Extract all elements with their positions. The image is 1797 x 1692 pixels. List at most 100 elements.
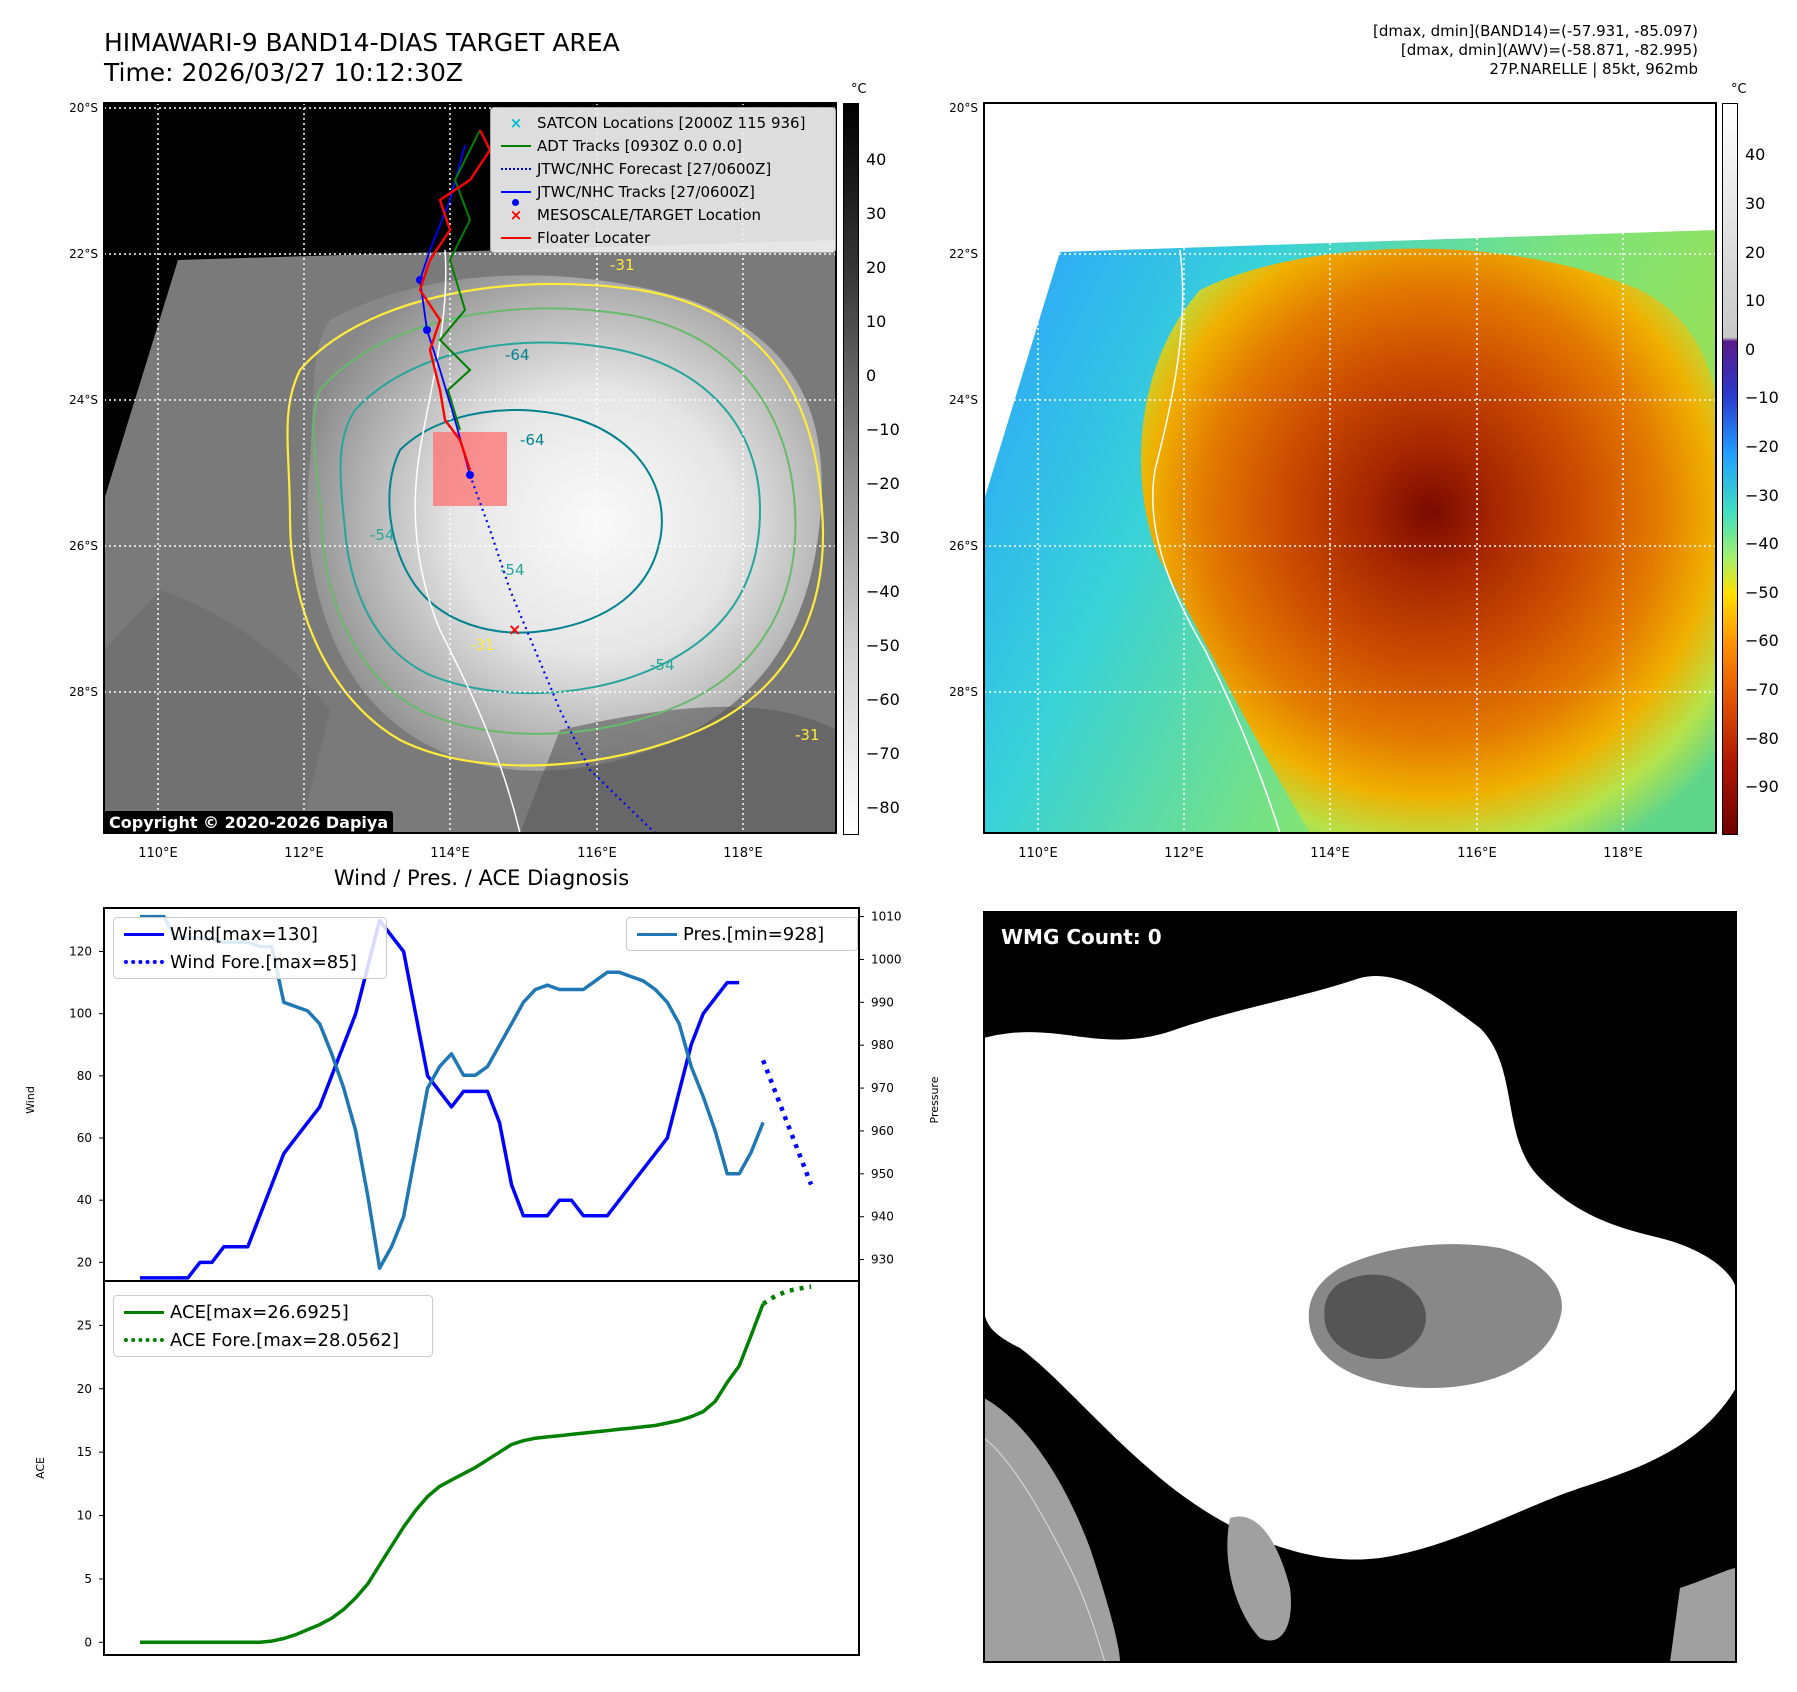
legend-ace-forecast: ACE Fore.[max=28.0562] <box>118 1326 428 1354</box>
svg-text:114°E: 114°E <box>1310 846 1350 861</box>
wind-line <box>140 918 740 1280</box>
svg-text:116°E: 116°E <box>1457 846 1497 861</box>
contour-dark-teal <box>388 409 663 634</box>
pressure-axis-label: Pressure <box>928 1076 941 1123</box>
ace-legend: ACE[max=26.6925] ACE Fore.[max=28.0562] <box>113 1295 433 1357</box>
contour-label: -64 <box>505 346 530 364</box>
diagnosis-chart: Wind Pressure ACE 2040608010012093094095… <box>24 907 941 1656</box>
svg-text:26°S: 26°S <box>949 539 978 553</box>
wind-tick-label: 80 <box>77 1069 92 1083</box>
page-title: HIMAWARI-9 BAND14-DIAS TARGET AREA <box>104 28 620 57</box>
contour-label: -31 <box>610 256 635 274</box>
svg-text:26°S: 26°S <box>69 539 98 553</box>
copyright-badge: Copyright © 2020-2026 Dapiya <box>104 811 394 834</box>
map-legend: × SATCON Locations [2000Z 115 936] ADT Tr… <box>490 107 836 253</box>
svg-text:116°E: 116°E <box>577 846 617 861</box>
right-grid-lines <box>984 103 1716 833</box>
pressure-legend: Pres.[min=928] <box>626 917 858 951</box>
floater-locater-track <box>418 129 492 471</box>
pressure-tick-label: 1000 <box>871 952 902 966</box>
svg-text:28°S: 28°S <box>69 685 98 699</box>
awv-range: [dmax, dmin](AWV)=(-58.871, -82.995) <box>1400 41 1698 59</box>
right-colorbar-ticks: 40 30 20 10 0 −10 −20 −30 −40 −50 −60 −7… <box>1745 145 1779 796</box>
legend-ace: ACE[max=26.6925] <box>118 1298 428 1326</box>
right-colorbar-unit: °C <box>1731 82 1747 97</box>
right-coastline <box>1152 249 1281 833</box>
right-lat-labels: 20°S 22°S 24°S 26°S 28°S <box>949 101 978 699</box>
pressure-tick-label: 970 <box>871 1081 894 1095</box>
pressure-tick-label: 990 <box>871 995 894 1009</box>
svg-text:24°S: 24°S <box>949 393 978 407</box>
left-colorbar-unit: °C <box>851 82 867 97</box>
pressure-tick-label: 940 <box>871 1210 894 1224</box>
coastline <box>414 249 521 833</box>
ace-line <box>140 1303 765 1645</box>
svg-text:118°E: 118°E <box>1603 846 1643 861</box>
jtwc-track <box>419 144 471 476</box>
left-lon-labels: 110°E 112°E 114°E 116°E 118°E <box>138 846 763 861</box>
ace-tick-label: 10 <box>77 1509 92 1523</box>
wmg-land-region <box>984 1398 1120 1662</box>
ace-frame <box>103 1280 860 1656</box>
wind-axis-label: Wind <box>24 1086 37 1114</box>
legend-mesoscale: × MESOSCALE/TARGET Location <box>509 205 762 224</box>
left-map-frame <box>103 102 837 834</box>
ace-tick-label: 15 <box>77 1445 92 1459</box>
svg-text:24°S: 24°S <box>69 393 98 407</box>
right-map-frame <box>983 102 1717 834</box>
timestamp: Time: 2026/03/27 10:12:30Z <box>104 58 463 87</box>
pressure-tick-label: 950 <box>871 1167 894 1181</box>
ace-axis-label: ACE <box>34 1457 47 1479</box>
svg-text:114°E: 114°E <box>430 846 470 861</box>
pressure-tick-label: 930 <box>871 1253 894 1267</box>
pressure-tick-label: 980 <box>871 1038 894 1052</box>
left-colorbar <box>843 103 859 835</box>
storm-info: 27P.NARELLE | 85kt, 962mb <box>1489 60 1698 78</box>
svg-text:110°E: 110°E <box>138 846 178 861</box>
wind-tick-label: 60 <box>77 1131 92 1145</box>
left-lat-labels: 20°S 22°S 24°S 26°S 28°S <box>69 101 98 699</box>
legend-satcon: × SATCON Locations [2000Z 115 936] <box>509 113 806 132</box>
contour-label: -31 <box>795 726 820 744</box>
awv-storm-field <box>1140 248 1716 833</box>
right-colorbar <box>1722 103 1738 835</box>
wmg-panel <box>983 911 1737 1663</box>
mesoscale-target-marker: × <box>508 620 521 639</box>
diagnosis-title: Wind / Pres. / ACE Diagnosis <box>333 866 630 890</box>
right-lon-labels: 110°E 112°E 114°E 116°E 118°E <box>1018 846 1643 861</box>
wmg-dark-core <box>1324 1274 1426 1359</box>
dmax-dmin-info: [dmax, dmin](BAND14)=(-57.931, -85.097) … <box>1373 22 1698 79</box>
contour-label: -31 <box>470 636 495 654</box>
pressure-tick-label: 1010 <box>871 910 902 924</box>
svg-text:112°E: 112°E <box>284 846 324 861</box>
contour-yellow <box>286 282 825 767</box>
wind-legend: Wind[max=130] Wind Fore.[max=85] <box>113 917 387 979</box>
legend-jtwc-tracks: JTWC/NHC Tracks [27/0600Z] <box>495 180 831 206</box>
wmg-count-badge: WMG Count: 0 <box>991 921 1172 953</box>
contour-label: -54 <box>500 561 525 579</box>
legend-wind-forecast: Wind Fore.[max=85] <box>118 948 382 976</box>
contour-label: -54 <box>650 656 675 674</box>
legend-floater: Floater Locater <box>495 226 831 249</box>
contour-label: -54 <box>370 526 395 544</box>
ace-tick-label: 25 <box>77 1318 92 1332</box>
svg-text:28°S: 28°S <box>949 685 978 699</box>
legend-pressure: Pres.[min=928] <box>631 920 853 948</box>
legend-jtwc-forecast: JTWC/NHC Forecast [27/0600Z] <box>495 157 831 180</box>
ace-tick-label: 20 <box>77 1382 92 1396</box>
ace-tick-label: 0 <box>84 1635 92 1649</box>
wind-forecast-line <box>761 1059 814 1186</box>
adt-track <box>438 129 481 431</box>
contour-teal <box>339 341 762 695</box>
svg-text:22°S: 22°S <box>69 247 98 261</box>
legend-adt: ADT Tracks [0930Z 0.0 0.0] <box>495 134 831 157</box>
ace-forecast-line <box>761 1284 812 1306</box>
band14-range: [dmax, dmin](BAND14)=(-57.931, -85.097) <box>1373 22 1698 40</box>
wind-tick-label: 20 <box>77 1255 92 1269</box>
wind-tick-label: 120 <box>69 945 92 959</box>
contour-label: -64 <box>520 431 545 449</box>
svg-text:20°S: 20°S <box>69 101 98 115</box>
svg-text:22°S: 22°S <box>949 247 978 261</box>
svg-text:112°E: 112°E <box>1164 846 1204 861</box>
svg-text:20°S: 20°S <box>949 101 978 115</box>
